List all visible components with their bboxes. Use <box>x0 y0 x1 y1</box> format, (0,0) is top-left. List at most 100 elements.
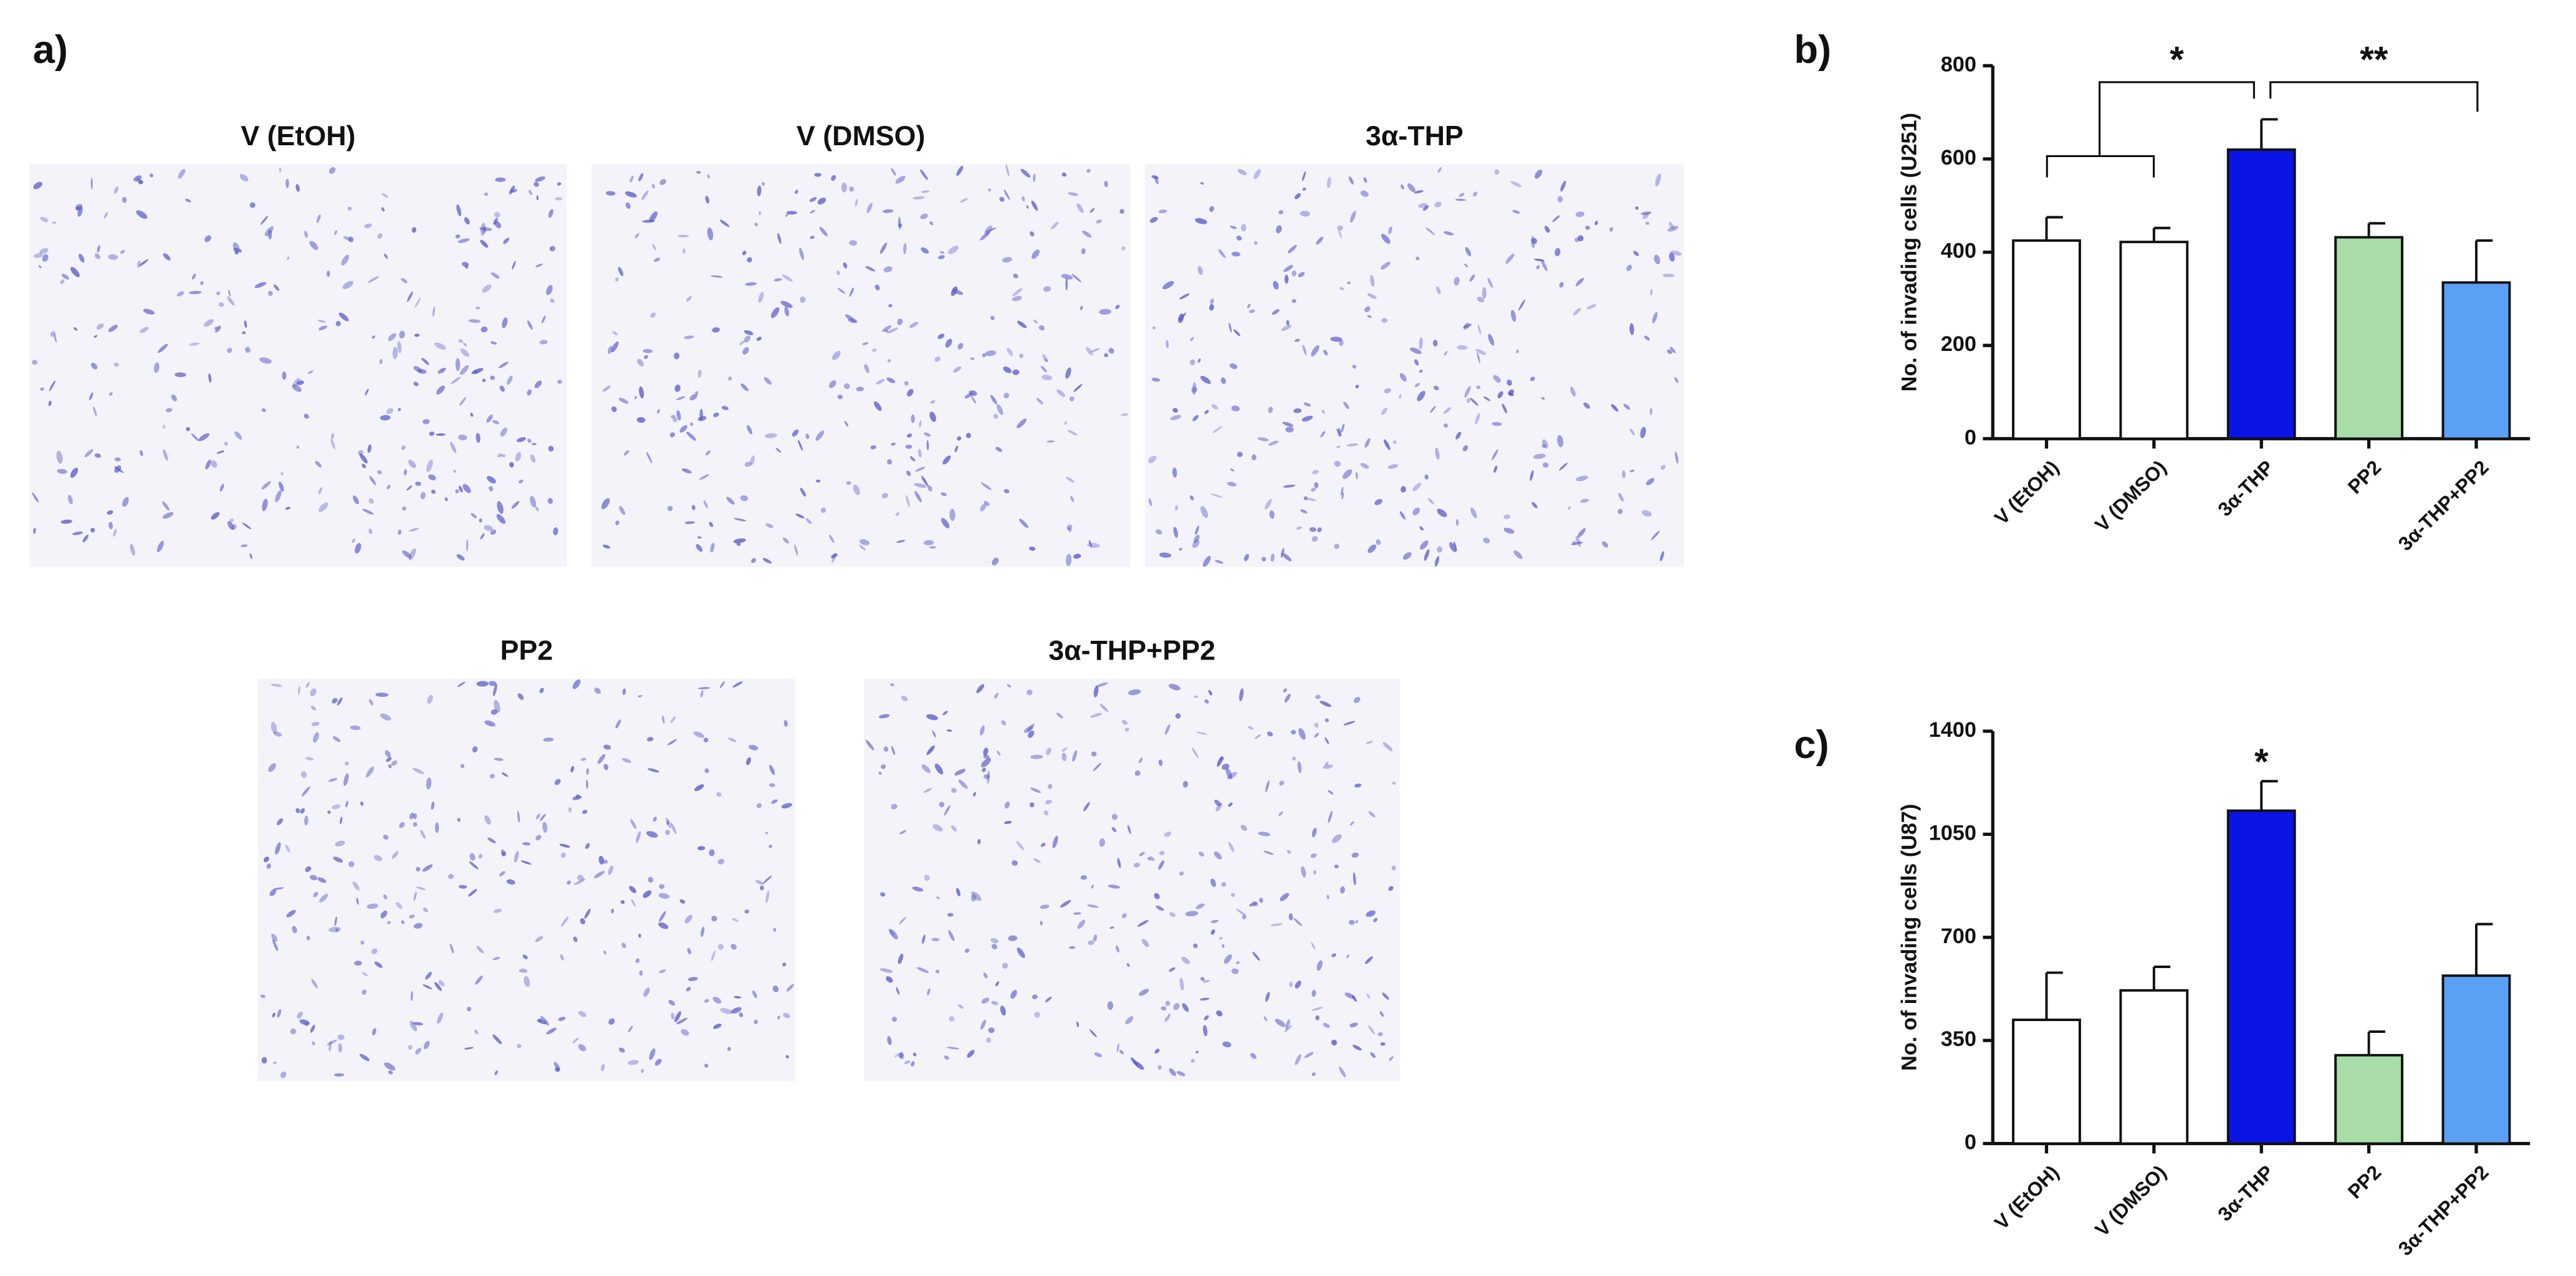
cell <box>1328 810 1333 823</box>
cell <box>292 378 300 387</box>
cell <box>388 1070 393 1075</box>
cell <box>227 521 234 530</box>
cell <box>1017 320 1027 329</box>
cell <box>559 843 570 848</box>
cell <box>470 413 474 417</box>
cell <box>1388 226 1392 234</box>
cell <box>1340 886 1345 894</box>
cell <box>1204 410 1209 415</box>
cell <box>747 257 752 262</box>
cell <box>1626 264 1632 271</box>
cell <box>984 501 990 506</box>
cell <box>1654 254 1660 265</box>
cell <box>1544 226 1550 233</box>
x-tick-label: 3α-THP <box>2213 456 2278 520</box>
cell <box>310 1025 315 1033</box>
cell <box>687 977 698 981</box>
cell <box>751 558 757 564</box>
cell <box>1535 169 1543 179</box>
cell <box>465 264 469 269</box>
cell <box>984 774 990 779</box>
cell <box>732 918 739 922</box>
cell <box>709 522 714 527</box>
cell <box>295 184 300 192</box>
cell <box>310 706 317 711</box>
image-title: PP2 <box>500 635 553 666</box>
cell <box>264 226 274 236</box>
cell <box>191 274 196 280</box>
cell <box>1061 747 1068 752</box>
cell <box>1116 1043 1119 1053</box>
cell <box>491 272 500 279</box>
cell <box>709 849 715 856</box>
cell <box>1247 726 1254 730</box>
cell <box>89 392 93 401</box>
cell <box>391 851 399 859</box>
cell <box>1202 980 1210 983</box>
cell <box>421 358 429 365</box>
cell <box>773 278 782 282</box>
cell <box>1618 492 1624 502</box>
cell <box>267 290 273 296</box>
cell <box>1323 1023 1330 1028</box>
cell <box>679 425 687 433</box>
significance-marker: * <box>2170 40 2184 80</box>
cell <box>1043 810 1049 816</box>
cell <box>1214 799 1221 807</box>
cell <box>742 347 749 355</box>
cell <box>1518 299 1526 311</box>
cell <box>480 239 489 248</box>
cell <box>634 233 639 239</box>
cell <box>1283 265 1293 272</box>
cell <box>759 885 764 891</box>
cell <box>1652 312 1658 324</box>
cell <box>313 732 319 743</box>
cell <box>772 986 779 992</box>
cell <box>501 849 505 856</box>
cell <box>304 413 309 419</box>
cell <box>1284 1025 1292 1033</box>
cell <box>460 764 465 769</box>
cell <box>1324 762 1329 765</box>
cell <box>697 416 707 421</box>
cell <box>342 281 353 289</box>
cell <box>1435 447 1440 460</box>
cell <box>425 971 432 980</box>
cell <box>1008 935 1018 941</box>
cell <box>1073 912 1081 915</box>
cell <box>697 369 702 378</box>
cell <box>90 178 93 189</box>
cell <box>1315 694 1321 699</box>
cell <box>500 427 507 437</box>
cell <box>33 527 36 534</box>
cell <box>1044 358 1048 362</box>
cell <box>1215 560 1223 564</box>
cell <box>273 731 282 737</box>
cell <box>783 1012 790 1019</box>
cell <box>899 916 906 924</box>
cell <box>384 1062 396 1071</box>
cell <box>1366 910 1376 917</box>
cell <box>1265 780 1270 792</box>
cell <box>75 204 83 211</box>
cell <box>1609 227 1614 232</box>
cell <box>1311 827 1317 838</box>
cell <box>914 483 927 488</box>
cell <box>1419 337 1423 350</box>
cell <box>490 341 497 345</box>
cell <box>516 437 526 443</box>
y-tick-label: 200 <box>1941 332 1976 356</box>
cell <box>1080 875 1088 880</box>
cell <box>1346 954 1349 958</box>
cell <box>1086 168 1091 173</box>
cell <box>1323 764 1333 769</box>
cell <box>878 714 890 719</box>
cell <box>1382 992 1389 1000</box>
cell <box>474 1029 479 1035</box>
cell <box>347 206 352 211</box>
cell <box>431 489 436 494</box>
cell <box>686 295 692 302</box>
cell <box>923 788 932 793</box>
cell <box>455 234 461 239</box>
cell <box>1263 850 1274 855</box>
